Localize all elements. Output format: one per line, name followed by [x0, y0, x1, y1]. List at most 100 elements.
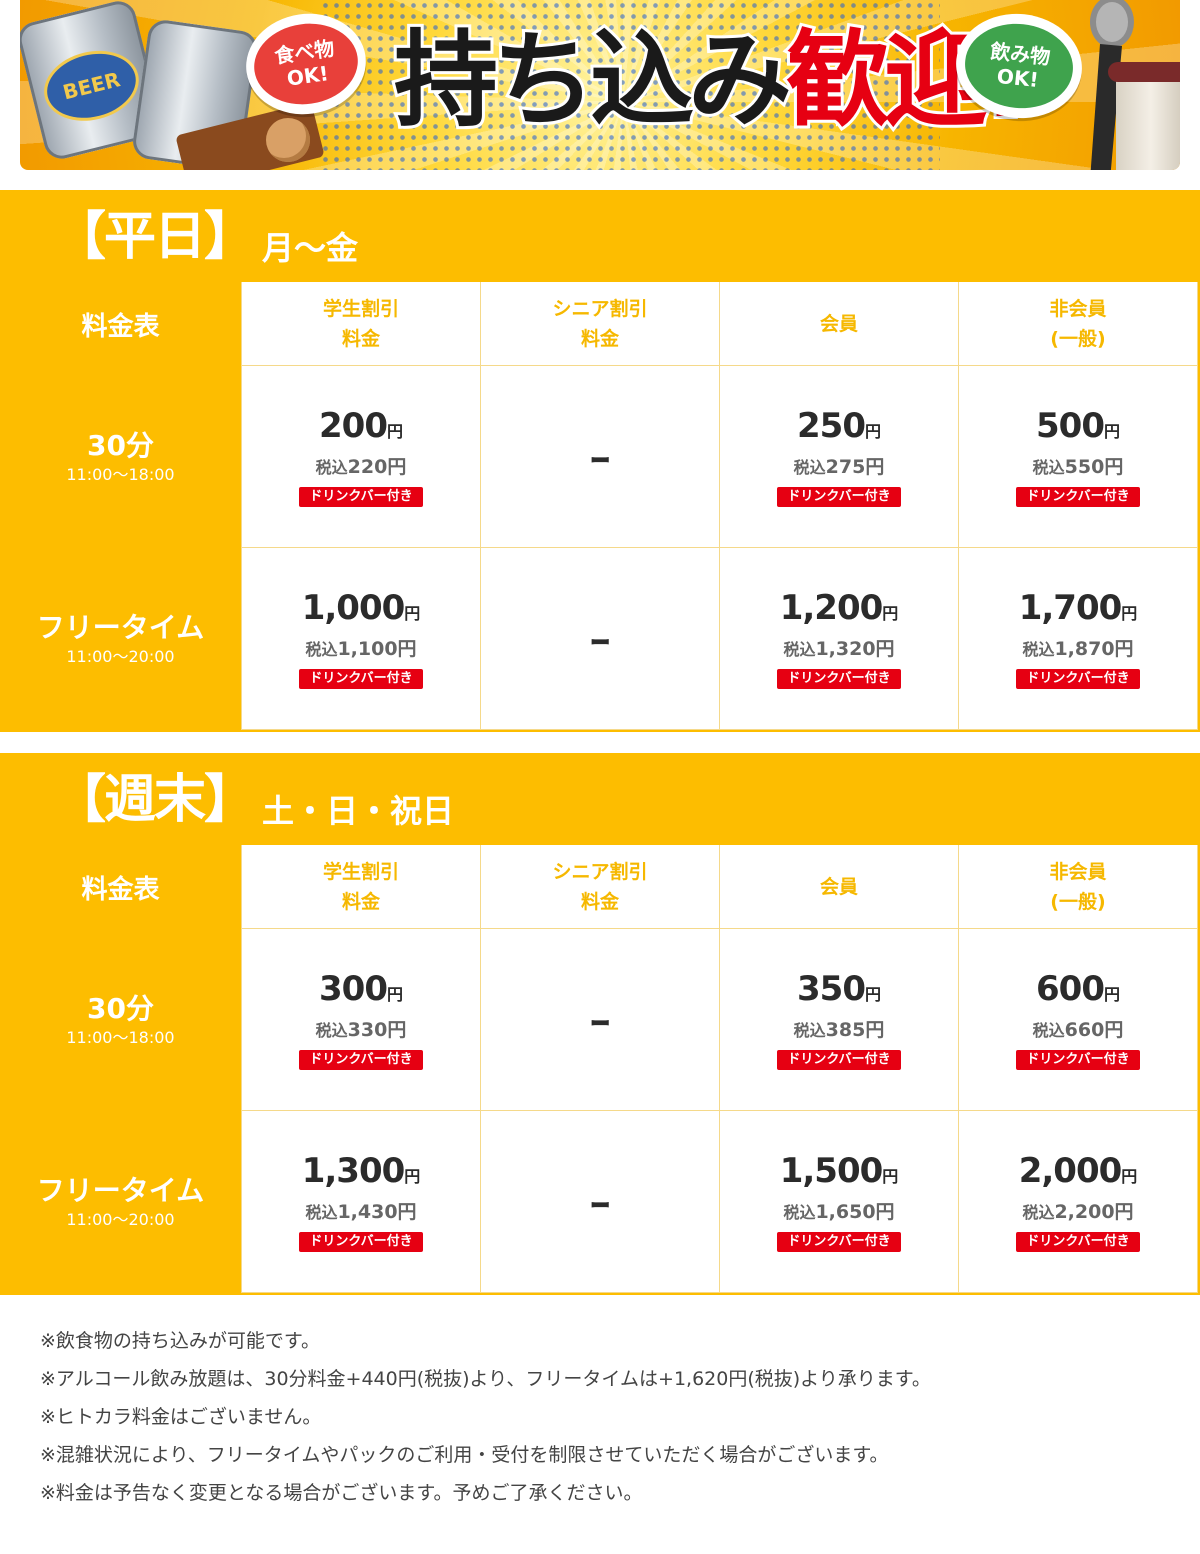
tax-prefix: 税込: [793, 1021, 826, 1040]
tax-included-price: 税込1,320円: [783, 634, 894, 665]
note-item: ※アルコール飲み放題は、30分料金+440円(税抜)より、フリータイムは+1,6…: [40, 1368, 931, 1390]
tax-prefix: 税込: [315, 1021, 348, 1040]
column-header-label: 非会員 (一般): [1049, 860, 1107, 913]
tax-prefix: 税込: [1032, 458, 1065, 477]
price: 300円: [319, 969, 403, 1015]
tax-value: 275円: [825, 456, 885, 478]
tax-prefix: 税込: [305, 640, 338, 659]
price-value: 1,700: [1018, 588, 1123, 628]
price: 1,000円: [302, 588, 421, 634]
price-cell: 250円 税込275円 ドリンクバー付き: [719, 366, 958, 548]
weekday-pricing-section: 【平日】 月〜金 料金表 学生割引 料金 シニア割引 料金 会員 非会員 (一般…: [0, 190, 1200, 732]
price: 500円: [1036, 406, 1120, 452]
price: 1,500円: [780, 1151, 899, 1197]
tax-prefix: 税込: [1022, 1203, 1055, 1222]
tax-included-price: 税込1,650円: [783, 1197, 894, 1228]
price-cell: 500円 税込550円 ドリンクバー付き: [958, 366, 1198, 548]
weekend-title: 【週末】: [54, 770, 256, 830]
yen-unit: 円: [1103, 422, 1120, 441]
tax-prefix: 税込: [305, 1203, 338, 1222]
tax-value: 1,430円: [337, 1201, 417, 1223]
price-cell-empty: ｰ: [480, 366, 719, 548]
price-cell-empty: ｰ: [480, 548, 719, 730]
price-cell: 2,000円 税込2,200円 ドリンクバー付き: [958, 1111, 1198, 1293]
tax-value: 385円: [825, 1019, 885, 1041]
drink-bar-badge: ドリンクバー付き: [299, 669, 423, 689]
tax-included-price: 税込275円: [794, 452, 885, 483]
row-time: 11:00〜18:00: [66, 1028, 175, 1047]
not-available-dash: ｰ: [590, 619, 610, 666]
column-header-nonmember: 非会員 (一般): [958, 282, 1198, 366]
yen-unit: 円: [386, 985, 403, 1004]
note-item: ※ヒトカラ料金はございません。: [40, 1406, 322, 1428]
price-value: 200: [319, 406, 388, 446]
column-header-member: 会員: [719, 282, 958, 366]
drink-bar-badge: ドリンクバー付き: [1016, 487, 1140, 507]
drink-bar-badge: ドリンクバー付き: [1016, 1050, 1140, 1070]
price-value: 600: [1036, 969, 1105, 1009]
price-cell: 1,700円 税込1,870円 ドリンクバー付き: [958, 548, 1198, 730]
weekday-days: 月〜金: [262, 229, 359, 267]
drink-bar-badge: ドリンクバー付き: [777, 1232, 901, 1252]
tax-value: 1,100円: [337, 638, 417, 660]
drink-bar-badge: ドリンクバー付き: [299, 1050, 423, 1070]
price-value: 300: [319, 969, 388, 1009]
row-label-free-time: フリータイム 11:00〜20:00: [0, 548, 241, 730]
yen-unit: 円: [404, 1167, 421, 1186]
drink-cup-lid: [1108, 62, 1180, 82]
column-header-label: 会員: [819, 875, 858, 898]
row-time: 11:00〜20:00: [66, 647, 175, 666]
column-header-label: 非会員 (一般): [1049, 297, 1107, 350]
tax-value: 550円: [1064, 456, 1124, 478]
yen-unit: 円: [864, 422, 881, 441]
not-available-dash: ｰ: [590, 437, 610, 484]
cookie-icon: [266, 118, 310, 162]
tax-value: 330円: [347, 1019, 407, 1041]
tax-value: 1,870円: [1054, 638, 1134, 660]
tax-included-price: 税込550円: [1033, 452, 1124, 483]
column-header-student: 学生割引 料金: [241, 845, 480, 929]
price-cell-empty: ｰ: [480, 1111, 719, 1293]
column-header-label: シニア割引 料金: [552, 860, 648, 913]
yen-unit: 円: [1103, 985, 1120, 1004]
tax-included-price: 税込2,200円: [1022, 1197, 1133, 1228]
price-cell: 600円 税込660円 ドリンクバー付き: [958, 929, 1198, 1111]
note-item: ※飲食物の持ち込みが可能です。: [40, 1330, 321, 1352]
weekday-price-table: 料金表 学生割引 料金 シニア割引 料金 会員 非会員 (一般) 30分 11:…: [0, 282, 1198, 730]
column-header-student: 学生割引 料金: [241, 282, 480, 366]
weekend-price-table: 料金表 学生割引 料金 シニア割引 料金 会員 非会員 (一般) 30分 11:…: [0, 845, 1198, 1293]
price-cell-empty: ｰ: [480, 929, 719, 1111]
table-label: 料金表: [81, 311, 160, 342]
drink-cup-icon: [1116, 70, 1180, 170]
tax-value: 660円: [1064, 1019, 1124, 1041]
price-cell: 1,200円 税込1,320円 ドリンクバー付き: [719, 548, 958, 730]
yen-unit: 円: [882, 1167, 899, 1186]
price: 200円: [319, 406, 403, 452]
row-time: 11:00〜18:00: [66, 465, 175, 484]
table-label-cell: 料金表: [0, 282, 241, 366]
column-header-label: 学生割引 料金: [322, 297, 399, 350]
tax-included-price: 税込330円: [316, 1015, 407, 1046]
note-item: ※混雑状況により、フリータイムやパックのご利用・受付を制限させていただく場合がご…: [40, 1444, 889, 1466]
price-value: 1,200: [779, 588, 884, 628]
price-value: 1,000: [301, 588, 406, 628]
price-value: 350: [797, 969, 866, 1009]
tax-included-price: 税込385円: [794, 1015, 885, 1046]
promo-banner: BEER 食べ物 OK! 持ち込み歓迎! 飲み物 OK!: [20, 0, 1180, 170]
note-item: ※料金は予告なく変更となる場合がございます。予めご了承ください。: [40, 1482, 643, 1504]
row-label-free-time: フリータイム 11:00〜20:00: [0, 1111, 241, 1293]
weekday-title: 【平日】: [54, 207, 256, 267]
drink-bar-badge: ドリンクバー付き: [1016, 669, 1140, 689]
price-cell: 1,000円 税込1,100円 ドリンクバー付き: [241, 548, 480, 730]
tax-value: 2,200円: [1054, 1201, 1134, 1223]
row-label: 30分: [87, 429, 154, 462]
tax-included-price: 税込1,430円: [305, 1197, 416, 1228]
drink-bar-badge: ドリンクバー付き: [299, 487, 423, 507]
weekend-pricing-section: 【週末】 土・日・祝日 料金表 学生割引 料金 シニア割引 料金 会員 非会員 …: [0, 753, 1200, 1295]
tax-value: 220円: [347, 456, 407, 478]
row-label: フリータイム: [36, 611, 205, 644]
price: 2,000円: [1019, 1151, 1138, 1197]
price-value: 1,300: [301, 1151, 406, 1191]
row-label-30min: 30分 11:00〜18:00: [0, 366, 241, 548]
column-header-nonmember: 非会員 (一般): [958, 845, 1198, 929]
